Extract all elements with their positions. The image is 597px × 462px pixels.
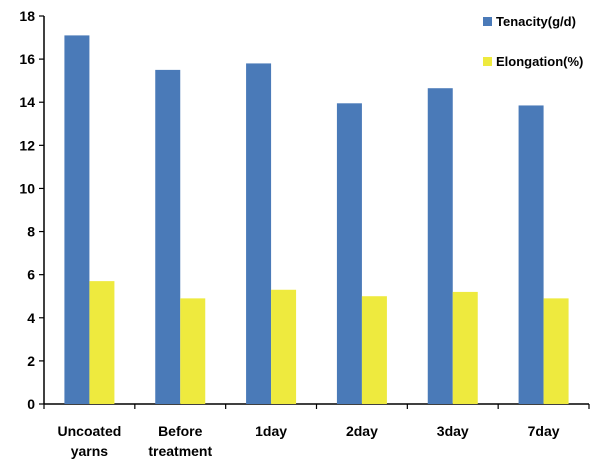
- y-tick-label: 12: [19, 137, 35, 153]
- bar-elongation: [543, 298, 569, 404]
- bars: [64, 35, 569, 405]
- x-axis-ticks: [43, 404, 590, 409]
- y-tick-label: 18: [19, 8, 35, 24]
- y-tick-label: 10: [19, 180, 35, 196]
- legend: Tenacity(g/d) Elongation(%): [483, 14, 583, 69]
- bar-elongation: [180, 298, 206, 404]
- legend-label: Elongation(%): [496, 54, 583, 69]
- bar-tenacity: [427, 88, 453, 404]
- y-axis-ticks: 0 2 4 6 8 10 12 14 16 18: [19, 8, 44, 412]
- x-category-label: yarns: [71, 443, 109, 459]
- bar-tenacity: [336, 103, 362, 405]
- legend-label: Tenacity(g/d): [496, 14, 576, 29]
- y-tick-label: 6: [27, 267, 35, 283]
- legend-swatch: [483, 57, 492, 66]
- bar-elongation: [361, 296, 387, 404]
- x-category-label: Uncoated: [58, 423, 122, 439]
- y-tick-label: 14: [19, 94, 35, 110]
- x-axis-labels: Uncoated yarns Before treatment 1day 2day 3day…: [58, 423, 560, 459]
- y-tick-label: 2: [27, 353, 35, 369]
- bar-elongation: [452, 291, 478, 404]
- y-tick-label: 8: [27, 224, 35, 240]
- bar-tenacity: [64, 35, 90, 405]
- bar-elongation: [89, 281, 115, 404]
- y-tick-label: 0: [27, 396, 35, 412]
- bar-tenacity: [246, 63, 272, 405]
- y-tick-label: 4: [27, 310, 35, 326]
- x-category-label: 7day: [528, 423, 560, 439]
- x-category-label: treatment: [148, 443, 212, 459]
- x-category-label: 2day: [346, 423, 378, 439]
- y-tick-label: 16: [19, 51, 35, 67]
- bar-elongation: [271, 289, 297, 404]
- legend-swatch: [483, 17, 492, 26]
- bar-tenacity: [155, 69, 181, 404]
- x-category-label: 3day: [437, 423, 469, 439]
- x-category-label: 1day: [255, 423, 287, 439]
- x-category-label: Before: [158, 423, 203, 439]
- bar-tenacity: [518, 105, 544, 404]
